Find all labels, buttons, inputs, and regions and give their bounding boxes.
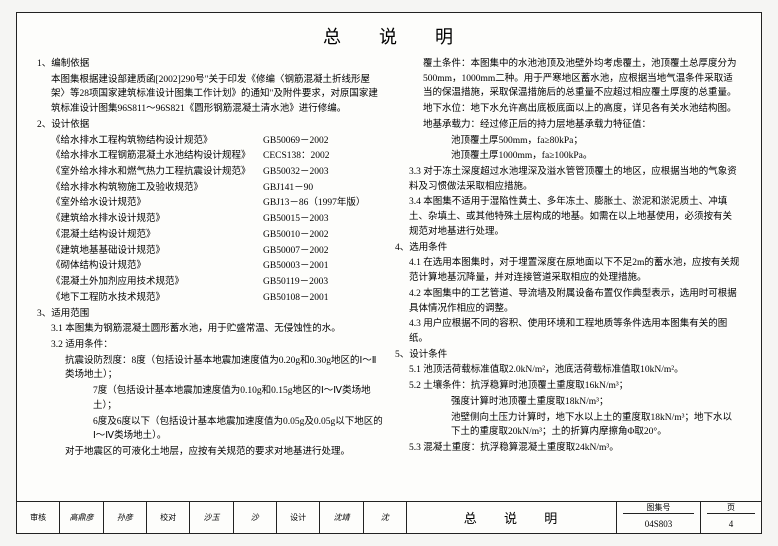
spec-code: GB50010－2002: [263, 228, 383, 243]
item-3-2: 3.2 适用条件：: [37, 338, 383, 353]
bearing-1000: 池顶覆土厚1000mm，fa≥100kPa。: [395, 149, 741, 164]
content-area: 1、编制依据 本图集根据建设部建质函[2002]290号"关于印发《修编〈钢筋混…: [17, 55, 761, 501]
item-5-2: 5.2 土壤条件：抗浮稳算时池顶覆土重度取16kN/m³；: [395, 379, 741, 394]
signature-area: 审核 高鼎彦 孙彦 校对 沙玉 沙 设计 沈靖 沈: [17, 502, 407, 533]
page-title: 总说明: [17, 13, 761, 55]
spec-row: 《地下工程防水技术规范》GB50108－2001: [37, 291, 383, 306]
spec-row: 《建筑给水排水设计规范》GB50015－2003: [37, 212, 383, 227]
spec-name: 《地下工程防水技术规范》: [51, 291, 263, 306]
item-3-4: 3.4 本图集不适用于湿陷性黄土、多年冻土、膨胀土、淤泥和淤泥质土、冲填土、杂填…: [395, 195, 741, 239]
drawing-set: 图集号 04S803: [617, 502, 701, 533]
item-3-2d: 对于地震区的可液化土地层，应按有关规范的要求对地基进行处理。: [37, 445, 383, 460]
item-4-1: 4.1 在选用本图集时，对于埋置深度在原地面以下不足2m的蓄水池，应按有关规范计…: [395, 256, 741, 285]
spec-row: 《给水排水工程构筑物结构设计规范》GB50069－2002: [37, 134, 383, 149]
item-4-3: 4.3 用户应根据不同的容积、使用环境和工程地质等条件选用本图集有关的图纸。: [395, 317, 741, 346]
spec-code: GB50119－2003: [263, 275, 383, 290]
spec-code: GB50069－2002: [263, 134, 383, 149]
set-value: 04S803: [645, 514, 673, 533]
spec-name: 《室外给水排水和燃气热力工程抗震设计规范》: [51, 165, 263, 180]
bearing: 地基承载力：经过修正后的持力层地基承载力特征值：: [395, 118, 741, 133]
section-1-body: 本图集根据建设部建质函[2002]290号"关于印发《修编〈钢筋混凝土折线形屋架…: [37, 73, 383, 117]
sig-label: 审核: [17, 502, 60, 533]
right-column: 覆土条件：本图集中的水池池顶及池壁外均考虑覆土，池顶覆土总厚度分为500mm，1…: [389, 57, 747, 501]
spec-code: GB50108－2001: [263, 291, 383, 306]
section-3-head: 3、适用范围: [37, 307, 383, 322]
spec-row: 《室外给水排水和燃气热力工程抗震设计规范》GB50032－2003: [37, 165, 383, 180]
sig-label: 校对: [147, 502, 190, 533]
sig-name: 沙玉: [190, 502, 233, 533]
spec-row: 《给水排水工程钢筋混凝土水池结构设计规程》CECS138：2002: [37, 149, 383, 164]
left-column: 1、编制依据 本图集根据建设部建质函[2002]290号"关于印发《修编〈钢筋混…: [31, 57, 389, 501]
sig-name: 沈靖: [320, 502, 363, 533]
spec-name: 《砌体结构设计规范》: [51, 259, 263, 274]
sig-name: 高鼎彦: [60, 502, 103, 533]
spec-name: 《给水排水构筑物施工及验收规范》: [51, 181, 263, 196]
spec-name: 《建筑地基基础设计规范》: [51, 244, 263, 259]
spec-row: 《混凝土结构设计规范》GB50010－2002: [37, 228, 383, 243]
spec-name: 《室外给水设计规范》: [51, 196, 263, 211]
item-3-3: 3.3 对于冻土深度超过水池埋深及溢水管管顶覆土的地区，应根据当地的气象资料及习…: [395, 165, 741, 194]
item-3-1: 3.1 本图集为钢筋混凝土圆形蓄水池，用于贮盛常温、无侵蚀性的水。: [37, 322, 383, 337]
spec-name: 《给水排水工程构筑物结构设计规范》: [51, 134, 263, 149]
spec-code: GB50015－2003: [263, 212, 383, 227]
page-value: 4: [729, 514, 734, 533]
spec-row: 《砌体结构设计规范》GB50003－2001: [37, 259, 383, 274]
title-block: 审核 高鼎彦 孙彦 校对 沙玉 沙 设计 沈靖 沈 总 说 明 图集号 04S8…: [17, 501, 761, 533]
spec-row: 《混凝土外加剂应用技术规范》GB50119－2003: [37, 275, 383, 290]
spec-name: 《建筑给水排水设计规范》: [51, 212, 263, 227]
spec-row: 《建筑地基基础设计规范》GB50007－2002: [37, 244, 383, 259]
item-5-1: 5.1 池顶活荷载标准值取2.0kN/m²，池底活荷载标准值取10kN/m²。: [395, 363, 741, 378]
set-label: 图集号: [623, 502, 694, 514]
item-5-3: 5.3 混凝土重度：抗浮稳算混凝土重度取24kN/m³。: [395, 441, 741, 456]
item-5-2a: 强度计算时池顶覆土重度取18kN/m³；: [395, 395, 741, 410]
spec-name: 《混凝土外加剂应用技术规范》: [51, 275, 263, 290]
item-5-2b: 池壁侧向土压力计算时，地下水以上土的重度取18kN/m³；地下水以下土的重度取2…: [395, 411, 741, 440]
spec-row: 《室外给水设计规范》GBJ13－86（1997年版）: [37, 196, 383, 211]
footer-title: 总 说 明: [407, 502, 617, 533]
spec-code: GBJ141－90: [263, 181, 383, 196]
drawing-sheet: 总说明 1、编制依据 本图集根据建设部建质函[2002]290号"关于印发《修编…: [16, 12, 762, 534]
sig-mark: 沙: [234, 502, 277, 533]
page-label: 页: [707, 502, 755, 514]
bearing-500: 池顶覆土厚500mm，fa≥80kPa；: [395, 134, 741, 149]
sig-label: 设计: [277, 502, 320, 533]
spec-row: 《给水排水构筑物施工及验收规范》GBJ141－90: [37, 181, 383, 196]
item-3-2b: 7度（包括设计基本地震加速度值为0.10g和0.15g地区的Ⅰ～Ⅳ类场地土）；: [37, 384, 383, 413]
cover-soil: 覆土条件：本图集中的水池池顶及池壁外均考虑覆土，池顶覆土总厚度分为500mm，1…: [395, 57, 741, 101]
item-3-2c: 6度及6度以下（包括设计基本地震加速度值为0.05g及0.05g以下地区的Ⅰ～Ⅳ…: [37, 415, 383, 444]
spec-code: GBJ13－86（1997年版）: [263, 196, 383, 211]
section-5-head: 5、设计条件: [395, 348, 741, 363]
spec-code: GB50007－2002: [263, 244, 383, 259]
spec-name: 《给水排水工程钢筋混凝土水池结构设计规程》: [51, 149, 263, 164]
spec-code: GB50003－2001: [263, 259, 383, 274]
groundwater: 地下水位：地下水允许高出底板底面以上的高度，详见各有关水池结构图。: [395, 102, 741, 117]
spec-code: CECS138：2002: [263, 149, 383, 164]
item-4-2: 4.2 本图集中的工艺管道、导流墙及附属设备布置仅作典型表示，选用时可根据具体情…: [395, 287, 741, 316]
page-number: 页 4: [701, 502, 761, 533]
sig-mark: 孙彦: [104, 502, 147, 533]
section-1-head: 1、编制依据: [37, 57, 383, 72]
item-3-2a: 抗震设防烈度：8度（包括设计基本地震加速度值为0.20g和0.30g地区的Ⅰ～Ⅱ…: [37, 354, 383, 383]
sig-mark: 沈: [364, 502, 406, 533]
section-2-head: 2、设计依据: [37, 118, 383, 133]
section-4-head: 4、选用条件: [395, 241, 741, 256]
spec-code: GB50032－2003: [263, 165, 383, 180]
spec-name: 《混凝土结构设计规范》: [51, 228, 263, 243]
